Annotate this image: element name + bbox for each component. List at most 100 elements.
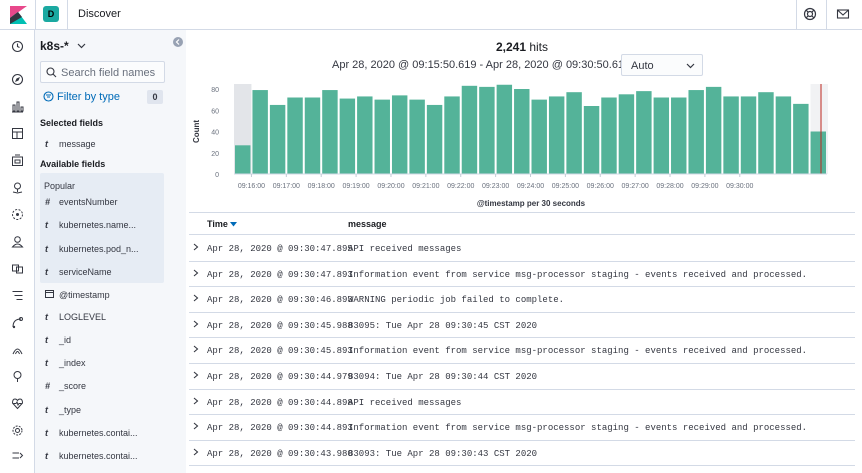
row-message: 83094: Tue Apr 28 09:30:44 CST 2020 [348,372,538,382]
interval-select[interactable]: Auto [621,54,703,76]
row-timestamp: Apr 28, 2020 @ 09:30:44.898 [207,397,353,408]
visualize-icon[interactable] [11,100,24,113]
field-name: _index [59,358,86,369]
chevron-right-icon[interactable] [193,294,199,302]
sort-down-icon [230,222,238,227]
table-row[interactable]: Apr 28, 2020 @ 09:30:45.988 83095: Tue Ap… [189,313,855,339]
message-column-header[interactable]: message [348,219,387,229]
filter-by-type-label: Filter by type [57,91,120,103]
canvas-icon[interactable] [11,154,24,167]
help-icon[interactable] [803,7,817,21]
recently-viewed-icon[interactable] [11,40,24,53]
table-row[interactable]: Apr 28, 2020 @ 09:30:43.980 83093: Tue Ap… [189,441,855,467]
table-row[interactable]: Apr 28, 2020 @ 09:30:44.893 Information e… [189,415,855,441]
uptime-icon[interactable] [11,343,24,356]
field-item[interactable]: t _id [45,335,71,349]
space-avatar[interactable]: D [43,6,59,22]
field-search-input[interactable]: Search field names [40,61,165,83]
table-row[interactable]: Apr 28, 2020 @ 09:30:47.893 Information e… [189,262,855,288]
row-message: Information event from service msg-proce… [348,269,808,280]
histogram-bar [705,86,722,174]
table-row[interactable]: Apr 28, 2020 @ 09:30:46.893 WARNING perio… [189,287,855,313]
chevron-down-icon[interactable] [77,43,86,49]
x-tick-label: 09:21:00 [412,183,439,190]
chevron-right-icon[interactable] [193,371,199,379]
row-timestamp: Apr 28, 2020 @ 09:30:45.893 [207,346,353,357]
histogram-bar [391,95,408,174]
collapse-nav-icon[interactable] [11,449,24,462]
field-item[interactable]: t kubernetes.pod_n... [45,244,139,258]
histogram-bar [409,99,425,174]
field-item[interactable]: # _score [45,381,86,395]
field-item[interactable]: t kubernetes.contai... [45,428,138,442]
chevron-right-icon[interactable] [193,243,199,251]
discover-compass-icon[interactable] [11,73,24,86]
x-tick-label: 09:19:00 [342,183,369,190]
table-row[interactable]: Apr 28, 2020 @ 09:30:47.895 API received … [189,236,855,262]
field-item[interactable]: t serviceName [45,267,112,281]
field-item[interactable]: t kubernetes.contai... [45,451,138,465]
infrastructure-icon[interactable] [11,262,24,275]
histogram-bar [723,96,739,174]
chevron-right-icon[interactable] [193,397,199,405]
machine-learning-icon[interactable] [11,208,24,221]
histogram-bar [671,97,687,174]
field-item[interactable]: t _index [45,358,86,372]
x-axis-label: @timestamp per 30 seconds [477,199,586,208]
histogram-panel: 2,241 hits Apr 28, 2020 @ 09:15:50.619 -… [189,34,855,213]
histogram-bar [357,96,373,174]
dashboard-icon[interactable] [11,127,24,140]
histogram-bar [775,96,792,174]
field-item[interactable]: @timestamp [45,289,110,303]
chevron-right-icon[interactable] [193,345,199,353]
field-item[interactable]: t _type [45,405,81,419]
x-tick-label: 09:18:00 [308,183,335,190]
string-field-icon: t [45,312,48,323]
x-tick-label: 09:20:00 [377,183,404,190]
row-timestamp: Apr 28, 2020 @ 09:30:43.980 [207,448,353,459]
row-timestamp: Apr 28, 2020 @ 09:30:45.988 [207,320,353,331]
filter-by-type-button[interactable]: Filter by type [43,91,120,103]
histogram-bar [287,97,303,174]
table-row[interactable]: Apr 28, 2020 @ 09:30:44.898 API received … [189,390,855,416]
histogram-bar [252,90,268,174]
histogram-chart[interactable]: 0 20 40 60 80 Count 09:16:00 09:17:00 09:18:00 09… [189,34,855,213]
mail-icon[interactable] [836,7,850,21]
field-item[interactable]: t LOGLEVEL [45,312,106,326]
field-item[interactable]: # eventsNumber [45,197,118,211]
string-field-icon: t [45,358,48,369]
histogram-bar [618,94,635,174]
management-gear-icon[interactable] [11,424,24,437]
time-column-header[interactable]: Time [207,219,238,229]
string-field-icon: t [45,427,48,438]
number-field-icon: # [45,381,51,392]
chevron-right-icon[interactable] [193,269,199,277]
chevron-right-icon[interactable] [193,448,199,456]
logs-icon[interactable] [11,289,24,302]
chevron-right-icon[interactable] [193,320,199,328]
histogram-bar [461,85,478,174]
table-row[interactable]: Apr 28, 2020 @ 09:30:45.893 Information e… [189,338,855,364]
available-fields-title: Available fields [40,159,106,169]
apm-icon[interactable] [11,316,24,329]
row-message: API received messages [348,244,462,254]
string-field-icon: t [45,450,48,461]
index-pattern-selector[interactable]: k8s-* [40,39,69,53]
field-item[interactable]: t kubernetes.name... [45,220,136,234]
histogram-bar [566,92,582,174]
left-nav [0,30,35,473]
table-row[interactable]: Apr 28, 2020 @ 09:30:44.979 83094: Tue Ap… [189,364,855,390]
chevron-right-icon[interactable] [193,422,199,430]
search-icon [46,67,57,78]
collapse-sidebar-button[interactable] [173,37,183,47]
maps-icon[interactable] [11,181,24,194]
filter-icon [43,91,54,102]
user-icon[interactable] [11,235,24,248]
monitoring-icon[interactable] [11,397,24,410]
field-item[interactable]: t message [45,139,96,153]
x-tick-label: 09:26:00 [587,183,614,190]
siem-icon[interactable] [11,370,24,383]
histogram-bar [496,84,513,174]
string-field-icon: t [45,266,48,277]
kibana-logo-icon[interactable] [10,6,27,24]
